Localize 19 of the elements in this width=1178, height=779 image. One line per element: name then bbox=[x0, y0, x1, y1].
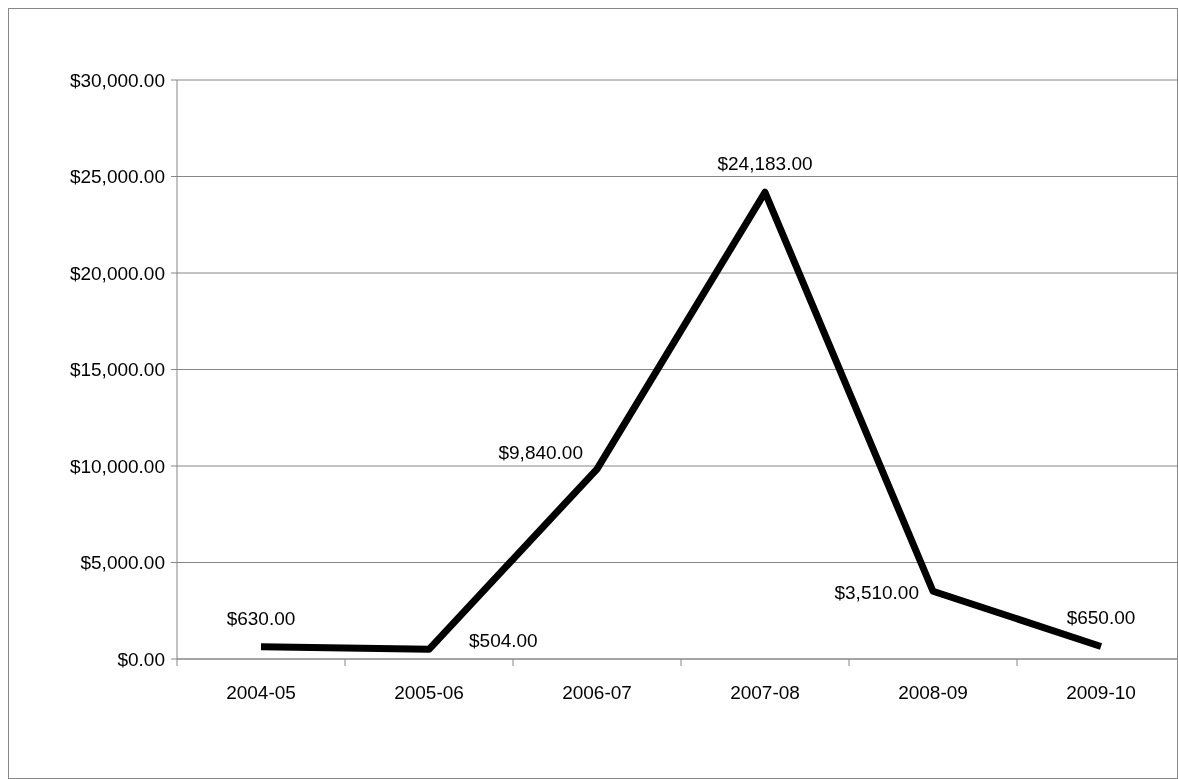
text: $24,183.00 bbox=[717, 153, 813, 175]
text: $630.00 bbox=[226, 607, 296, 629]
y-tick-label: $15,000.00 bbox=[69, 359, 165, 381]
text: $650.00 bbox=[1066, 607, 1136, 629]
y-tick-label: $10,000.00 bbox=[69, 455, 165, 477]
y-tick-label: $5,000.00 bbox=[80, 552, 165, 574]
x-tick-label: 2007-08 bbox=[730, 682, 800, 703]
y-tick-label: $30,000.00 bbox=[69, 69, 165, 91]
y-tick-label: $0.00 bbox=[117, 648, 165, 670]
text: $3,510.00 bbox=[834, 582, 919, 604]
y-tick-label: $25,000.00 bbox=[69, 166, 165, 188]
x-tick-label: 2004-05 bbox=[226, 682, 296, 703]
x-tick-label: 2008-09 bbox=[898, 682, 968, 703]
x-tick-label: 2009-10 bbox=[1066, 682, 1136, 703]
y-tick-label: $20,000.00 bbox=[69, 262, 165, 284]
x-tick-label: 2006-07 bbox=[562, 682, 632, 703]
text: $504.00 bbox=[469, 630, 538, 652]
x-tick-label: 2005-06 bbox=[394, 682, 464, 703]
text: $9,840.00 bbox=[498, 442, 583, 464]
